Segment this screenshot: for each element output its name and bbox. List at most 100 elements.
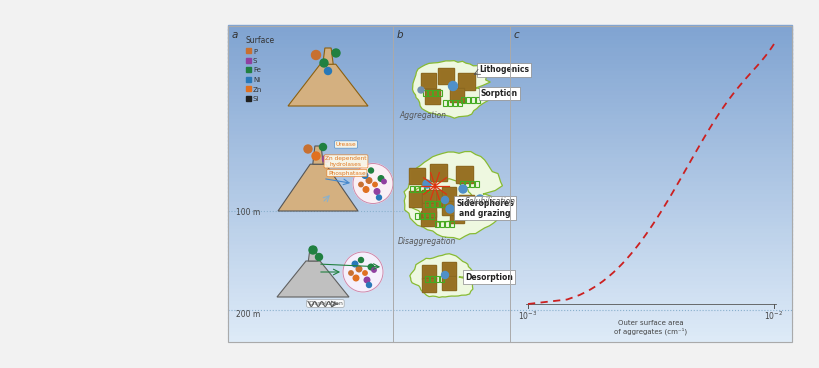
Text: c: c — [514, 30, 519, 40]
Bar — [228, 187, 791, 192]
Bar — [441, 201, 455, 215]
Bar — [228, 282, 791, 287]
Bar — [228, 309, 791, 314]
Bar — [228, 242, 791, 247]
Bar — [469, 181, 473, 187]
Text: Disaggregation: Disaggregation — [397, 237, 456, 246]
Bar — [228, 100, 791, 105]
Bar — [228, 262, 791, 267]
Bar — [228, 274, 791, 279]
Circle shape — [382, 179, 386, 184]
Circle shape — [352, 163, 392, 204]
Bar — [228, 49, 791, 54]
Circle shape — [373, 189, 379, 194]
Bar — [437, 68, 454, 84]
Polygon shape — [308, 247, 317, 261]
Bar — [228, 61, 791, 66]
Bar — [465, 97, 469, 103]
Text: $10^{-2}$: $10^{-2}$ — [763, 310, 783, 322]
Bar — [424, 276, 428, 282]
Bar — [422, 190, 436, 204]
Circle shape — [358, 258, 363, 262]
Bar — [228, 108, 791, 113]
Bar — [460, 97, 464, 103]
Bar — [228, 195, 791, 200]
Bar — [228, 337, 791, 342]
Bar — [228, 135, 791, 141]
Bar — [428, 90, 432, 96]
Circle shape — [366, 283, 371, 287]
Bar — [442, 188, 455, 200]
Text: Surface: Surface — [246, 36, 275, 45]
Bar — [410, 186, 414, 192]
Bar — [433, 191, 448, 205]
Circle shape — [423, 180, 431, 188]
Bar — [228, 37, 791, 42]
Bar — [228, 96, 791, 101]
Text: b: b — [396, 30, 403, 40]
Bar — [422, 74, 435, 86]
Circle shape — [322, 156, 329, 163]
Bar — [228, 258, 791, 263]
Bar — [477, 209, 482, 215]
Bar — [228, 57, 791, 61]
Circle shape — [368, 168, 373, 173]
Circle shape — [319, 59, 328, 67]
Bar — [228, 120, 791, 125]
Bar — [450, 209, 464, 223]
Text: 100 m: 100 m — [236, 208, 260, 217]
Circle shape — [364, 277, 369, 283]
Circle shape — [304, 145, 311, 153]
Text: Si: Si — [253, 96, 259, 102]
Bar — [246, 48, 251, 53]
Bar — [228, 175, 791, 180]
Text: a: a — [232, 30, 238, 40]
Bar — [459, 195, 474, 209]
Bar — [228, 226, 791, 231]
Circle shape — [353, 275, 359, 281]
Text: 200 m: 200 m — [236, 310, 260, 319]
Circle shape — [441, 197, 448, 204]
Circle shape — [418, 87, 423, 93]
Bar — [228, 72, 791, 77]
Bar — [434, 221, 438, 227]
Circle shape — [315, 254, 322, 261]
Circle shape — [342, 252, 382, 292]
Bar — [414, 213, 419, 219]
Bar — [450, 221, 454, 227]
Bar — [228, 132, 791, 137]
Text: Outer surface area
of aggregates (cm⁻¹): Outer surface area of aggregates (cm⁻¹) — [613, 320, 686, 335]
Bar — [228, 294, 791, 298]
Circle shape — [355, 266, 361, 272]
Bar — [452, 100, 456, 106]
Bar — [423, 266, 434, 278]
Bar — [424, 186, 428, 192]
Bar — [437, 90, 441, 96]
Bar — [450, 210, 463, 222]
Bar — [434, 276, 438, 282]
Circle shape — [371, 268, 376, 272]
Bar — [425, 88, 440, 103]
Bar — [228, 207, 791, 212]
Bar — [458, 72, 475, 89]
Bar — [228, 171, 791, 176]
Bar — [228, 317, 791, 322]
Bar — [442, 263, 455, 275]
Bar — [424, 213, 428, 219]
Bar — [228, 234, 791, 239]
Bar — [228, 266, 791, 271]
Bar — [419, 213, 423, 219]
Text: Fe: Fe — [253, 67, 260, 74]
Polygon shape — [277, 261, 349, 297]
Bar — [228, 167, 791, 172]
Bar — [228, 329, 791, 334]
Bar — [442, 100, 446, 106]
Bar — [430, 163, 447, 180]
Bar — [440, 276, 443, 282]
Bar — [431, 164, 446, 180]
Bar — [470, 97, 474, 103]
Bar — [422, 212, 435, 224]
Bar — [458, 100, 461, 106]
Bar — [228, 76, 791, 81]
Bar — [228, 286, 791, 291]
